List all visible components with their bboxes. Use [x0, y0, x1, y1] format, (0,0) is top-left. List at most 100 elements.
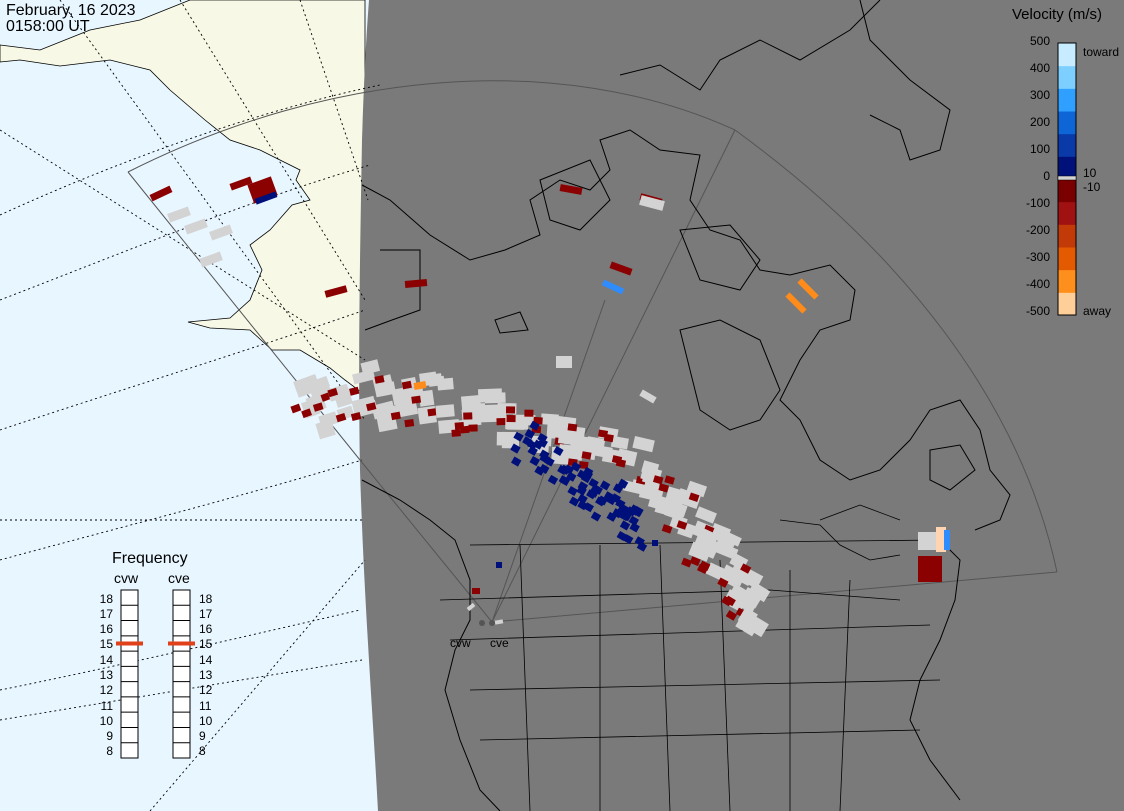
velocity-cell: [350, 412, 362, 422]
velocity-cell: [335, 412, 347, 423]
velocity-cell: [149, 185, 173, 202]
velocity-cell: [567, 485, 578, 497]
velocity-cell: [918, 532, 940, 550]
velocity-color-bar: [1057, 42, 1077, 316]
velocity-cell: [578, 461, 589, 470]
legend-tick-label: -100: [1025, 196, 1050, 210]
velocity-cell: [365, 402, 377, 412]
frequency-scale-label: 12: [199, 683, 213, 698]
velocity-cell: [454, 421, 465, 430]
velocity-cell: [652, 475, 664, 485]
velocity-cell: [506, 420, 525, 430]
velocity-cell: [740, 563, 752, 574]
color-bar-segment: [1058, 65, 1076, 89]
velocity-cell: [524, 409, 534, 417]
frequency-scale-label: 15: [199, 637, 213, 652]
velocity-cell: [698, 528, 719, 548]
velocity-cell: [676, 520, 688, 530]
velocity-cell: [636, 541, 648, 552]
velocity-cell: [623, 480, 645, 495]
velocity-cell: [466, 602, 476, 612]
cvw-frequency-gauge: [120, 589, 139, 759]
velocity-cell: [199, 251, 223, 268]
legend-away-label: away: [1083, 304, 1112, 318]
velocity-cell: [601, 279, 625, 295]
velocity-cell: [513, 431, 524, 442]
cve-site-marker: [489, 620, 495, 626]
velocity-cell: [632, 507, 643, 518]
color-bar-segment: [1058, 43, 1076, 67]
lat-lon-grid: [0, 0, 381, 811]
velocity-cell: [374, 375, 385, 384]
velocity-cell: [725, 610, 738, 621]
velocity-cell: [936, 527, 946, 552]
velocity-cell: [582, 469, 594, 480]
frequency-scale-label: 18: [99, 591, 113, 606]
velocity-cell: [537, 437, 548, 448]
velocity-cell: [558, 475, 570, 486]
velocity-cell: [374, 381, 397, 398]
velocity-cell: [577, 500, 588, 511]
legend-tick-label: 400: [1029, 61, 1050, 75]
velocity-cell: [209, 224, 233, 241]
velocity-cell: [944, 530, 950, 550]
velocity-cell: [184, 218, 208, 235]
velocity-cell: [615, 458, 627, 468]
legend-tick-label: 100: [1029, 142, 1050, 156]
cve-site-label: cve: [490, 636, 509, 650]
velocity-cell: [610, 493, 622, 504]
velocity-cell: [494, 619, 504, 625]
velocity-cell: [556, 356, 572, 368]
velocity-cell: [349, 386, 360, 396]
legend-tick-label: -500: [1025, 304, 1050, 318]
velocity-cell: [496, 562, 502, 568]
velocity-cell: [567, 423, 578, 432]
velocity-cell: [312, 402, 324, 412]
velocity-cell: [290, 403, 302, 414]
velocity-cell: [496, 431, 516, 446]
velocity-cell: [301, 408, 313, 419]
velocity-cell: [729, 583, 751, 603]
velocity-cell: [661, 524, 673, 534]
cve-radar-label: cve: [168, 570, 190, 586]
velocity-cell: [539, 463, 550, 474]
cvw-radar-label: cvw: [114, 570, 139, 586]
frequency-gauges: [116, 589, 195, 759]
velocity-cell: [553, 445, 564, 457]
velocity-cell: [652, 540, 658, 546]
velocity-cell: [619, 511, 630, 522]
velocity-cell: [695, 506, 717, 524]
coastlines: [361, 0, 1011, 811]
cve-frequency-gauge: [172, 589, 191, 759]
legend-tick-label: 200: [1029, 115, 1050, 129]
velocity-cell: [463, 412, 473, 420]
velocity-cell: [472, 588, 480, 594]
color-bar-segment: [1058, 269, 1076, 293]
legend-plus-ten: 10: [1083, 166, 1097, 180]
velocity-cell: [451, 429, 461, 437]
radar-fov-outline: [127, 80, 1058, 623]
legend-toward-label: toward: [1083, 45, 1120, 59]
legend-tick-label: 500: [1029, 34, 1050, 48]
velocity-cell: [437, 377, 454, 391]
velocity-cell: [506, 414, 516, 423]
velocity-cell: [559, 184, 583, 195]
velocity-cell: [785, 292, 807, 314]
color-bar-segment: [1058, 111, 1076, 135]
frequency-scale-label: 14: [199, 652, 213, 667]
velocity-cell: [697, 563, 709, 574]
velocity-cell: [484, 392, 506, 404]
velocity-cell: [747, 581, 771, 603]
velocity-cell: [664, 475, 675, 485]
velocity-cell: [639, 389, 657, 404]
velocity-cell: [524, 428, 536, 439]
color-bar-segment: [1058, 179, 1076, 203]
cvw-site-marker: [479, 620, 485, 626]
velocity-cell: [597, 495, 608, 506]
velocity-cell: [254, 191, 278, 205]
frequency-scale-label: 16: [99, 622, 113, 637]
frequency-scale-label: 13: [199, 668, 213, 682]
date-label: February, 16 2023: [6, 2, 136, 19]
velocity-cell: [568, 496, 580, 507]
velocity-cell: [324, 285, 348, 298]
